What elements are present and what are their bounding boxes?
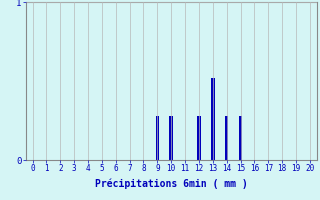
Bar: [170, 116, 173, 160]
Bar: [197, 116, 201, 160]
Bar: [239, 116, 242, 160]
Bar: [225, 116, 228, 160]
X-axis label: Précipitations 6min ( mm ): Précipitations 6min ( mm ): [95, 179, 248, 189]
Bar: [211, 78, 214, 160]
Bar: [156, 116, 159, 160]
